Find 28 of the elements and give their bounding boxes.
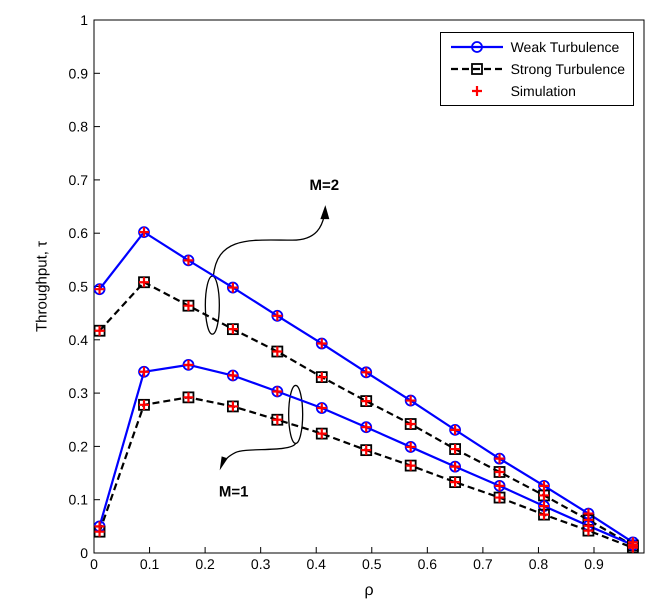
y-tick-label: 0.3 [68,385,88,402]
x-tick-label: 0.7 [473,556,493,572]
x-tick-label: 0.9 [584,556,604,572]
y-tick-label: 0.7 [68,172,88,188]
x-tick-label: 0.1 [140,556,160,572]
x-tick-label: 0 [90,556,98,572]
y-tick-label: 0.5 [68,278,88,294]
x-axis-title: ρ [364,582,374,599]
legend-label: Weak Turbulence [510,39,620,55]
legend-label: Simulation [510,83,576,99]
y-tick-label: 0.1 [68,492,88,508]
x-tick-label: 0.5 [362,556,382,572]
y-tick-label: 0.2 [68,438,88,454]
x-tick-label: 0.8 [528,556,548,572]
y-tick-label: 1 [80,12,88,28]
y-axis-title: Throughput, τ [33,240,50,332]
y-tick-label: 0 [80,544,88,561]
y-tick-label: 0.6 [68,225,88,242]
y-tick-label: 0.9 [68,65,88,82]
annotation: M=1 [218,483,248,500]
x-tick-label: 0.2 [195,556,216,572]
x-tick-label: 0.4 [306,556,326,572]
x-tick-label: 0.6 [418,556,438,572]
y-tick-label: 0.4 [68,332,88,348]
annotation: M=2 [310,177,340,194]
x-tick-label: 0.3 [250,556,271,572]
y-tick-label: 0.8 [68,118,88,135]
legend-label: Strong Turbulence [510,61,625,77]
